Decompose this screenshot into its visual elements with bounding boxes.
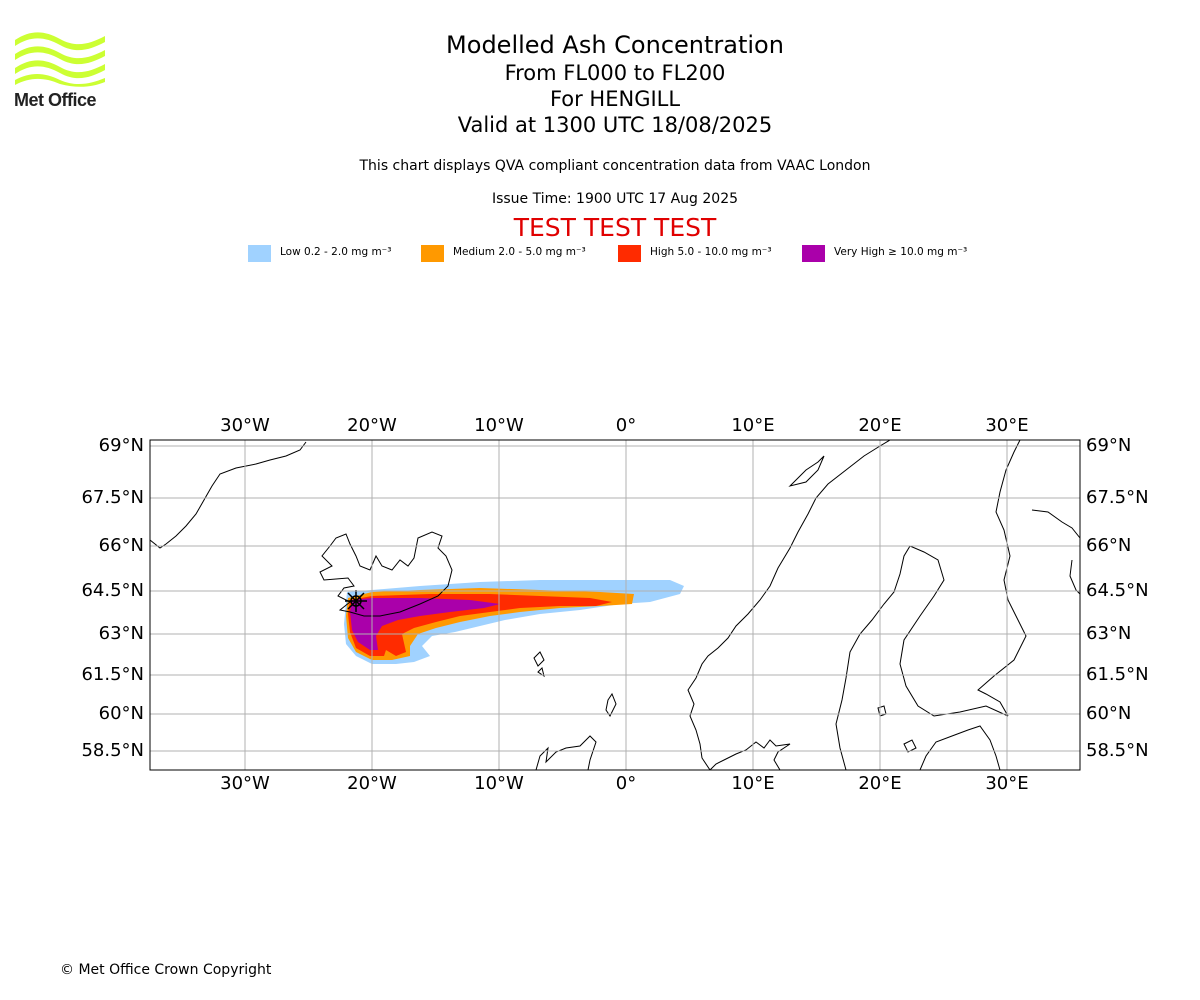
lat-label-left: 64.5°N <box>81 580 144 601</box>
lat-label-left: 63°N <box>98 623 144 644</box>
legend-swatch-high <box>618 245 641 262</box>
ash-map-canvas <box>149 439 1081 771</box>
lat-label-left: 60°N <box>98 703 144 724</box>
lat-label-right: 66°N <box>1086 535 1132 556</box>
logo-wordmark: Met Office <box>14 90 97 110</box>
lat-label-left: 67.5°N <box>81 487 144 508</box>
lon-label-top: 20°W <box>347 415 397 436</box>
lon-label-top: 10°E <box>731 415 775 436</box>
legend-label-low: Low 0.2 - 2.0 mg m⁻³ <box>280 246 392 258</box>
chart-description: This chart displays QVA compliant concen… <box>359 158 871 174</box>
flight-level-range: From FL000 to FL200 <box>504 61 726 85</box>
lat-label-right: 63°N <box>1086 623 1132 644</box>
ash-area-very-high <box>350 598 500 650</box>
legend-swatch-very-high <box>802 245 825 262</box>
lat-label-right: 61.5°N <box>1086 664 1149 685</box>
coastlines <box>150 440 1080 770</box>
ash-map: 30°W 30°W 20°W 20°W 10°W 10°W 0° 0° 10°E 10°E 20°E… <box>0 400 1200 804</box>
lat-label-left: 61.5°N <box>81 664 144 685</box>
lon-label-top: 0° <box>615 415 637 436</box>
legend-label-high: High 5.0 - 10.0 mg m⁻³ <box>650 246 772 258</box>
issue-time: Issue Time: 1900 UTC 17 Aug 2025 <box>491 191 739 207</box>
lat-label-right: 64.5°N <box>1086 580 1149 601</box>
map-gridlines <box>150 440 1080 770</box>
lon-label-top: 20°E <box>858 415 902 436</box>
volcano-name: For HENGILL <box>549 87 681 111</box>
lon-label-bottom: 30°W <box>220 773 270 794</box>
lat-label-right: 69°N <box>1086 435 1132 456</box>
met-office-logo: Met Office <box>14 30 110 112</box>
map-frame <box>149 439 1081 771</box>
chart-title-block: Modelled Ash Concentration From FL000 to… <box>0 30 1200 138</box>
lon-label-top: 30°E <box>985 415 1029 436</box>
lat-label-left: 58.5°N <box>81 740 144 761</box>
test-banner: TEST TEST TEST <box>513 213 717 242</box>
lon-label-bottom: 10°E <box>731 773 775 794</box>
lon-label-top: 10°W <box>474 415 524 436</box>
chart-title: Modelled Ash Concentration <box>446 31 784 59</box>
lat-label-right: 58.5°N <box>1086 740 1149 761</box>
lat-label-right: 60°N <box>1086 703 1132 724</box>
valid-time: Valid at 1300 UTC 18/08/2025 <box>457 113 773 137</box>
lat-label-left: 69°N <box>98 435 144 456</box>
lon-label-bottom: 20°W <box>347 773 397 794</box>
legend-label-medium: Medium 2.0 - 5.0 mg m⁻³ <box>453 246 586 258</box>
legend-swatch-medium <box>421 245 444 262</box>
legend-label-very-high: Very High ≥ 10.0 mg m⁻³ <box>834 246 968 258</box>
lon-label-bottom: 0° <box>615 773 637 794</box>
lon-label-bottom: 10°W <box>474 773 524 794</box>
legend-swatch-low <box>248 245 271 262</box>
lat-label-left: 66°N <box>98 535 144 556</box>
lon-label-top: 30°W <box>220 415 270 436</box>
lon-label-bottom: 20°E <box>858 773 902 794</box>
volcano-marker-icon <box>345 590 367 612</box>
copyright-notice: © Met Office Crown Copyright <box>60 962 272 978</box>
lat-label-right: 67.5°N <box>1086 487 1149 508</box>
lon-label-bottom: 30°E <box>985 773 1029 794</box>
met-office-waves-icon <box>15 32 105 87</box>
